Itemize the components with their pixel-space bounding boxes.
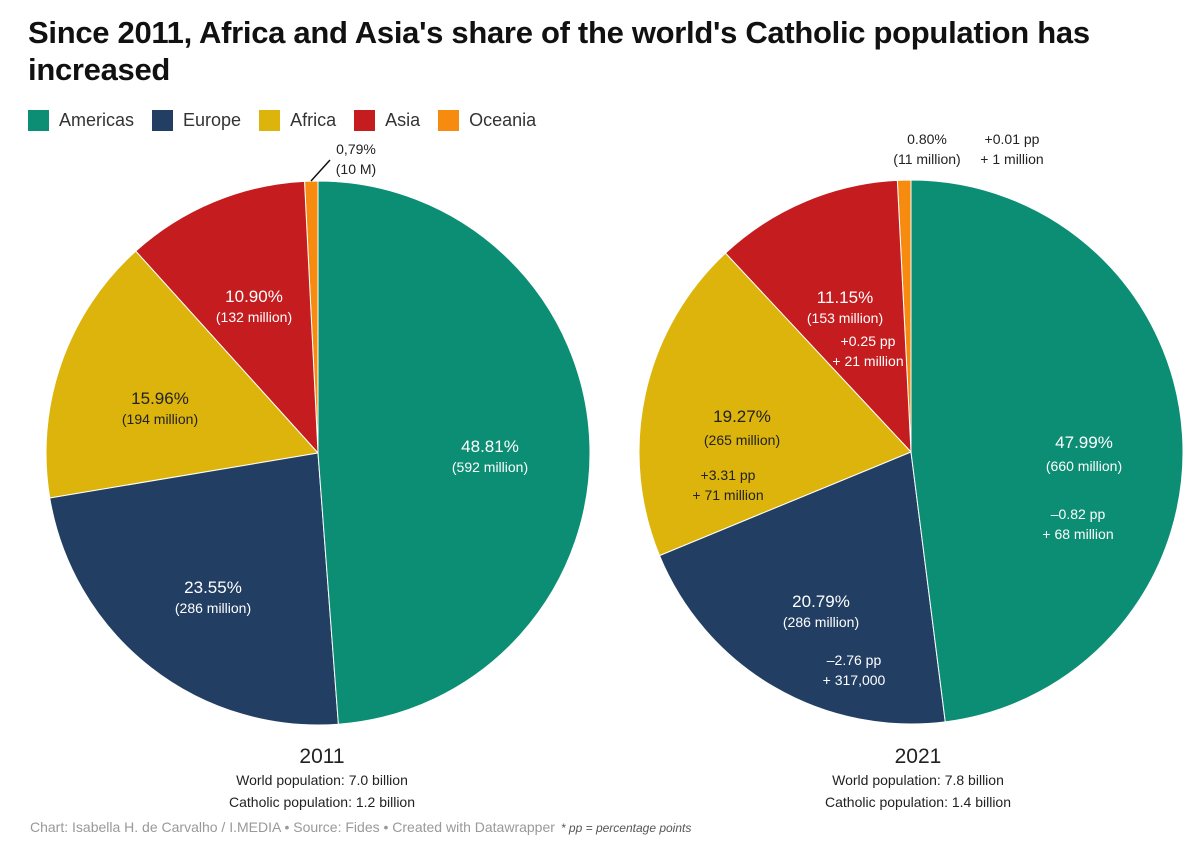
delta-abs: + 71 million (692, 487, 764, 503)
abs-label: (10 M) (335, 161, 377, 177)
footer-credit: Chart: Isabella H. de Carvalho / I.MEDIA… (30, 819, 555, 835)
legend-item-americas: Americas (28, 110, 134, 131)
caption-2021: 2021 World population: 7.8 billion Catholi… (825, 745, 1011, 813)
delta-2021-americas: –0.82 pp + 68 million (1042, 504, 1113, 544)
world-population: World population: 7.0 billion (236, 772, 408, 788)
delta-pp: –0.82 pp (1050, 506, 1106, 522)
legend-item-asia: Asia (354, 110, 420, 131)
pct-label: 0,79% (336, 141, 376, 157)
abs-label: (286 million) (782, 614, 860, 630)
legend-swatch (152, 110, 174, 131)
pct-label: 10.90% (225, 287, 283, 306)
delta-pp: +3.31 pp (700, 467, 756, 483)
pie-slice-2021-asia (724, 179, 912, 454)
footer-note: * pp = percentage points (560, 821, 692, 835)
label-2011-oceania: 0,79% (10 M) (336, 139, 376, 179)
legend-item-africa: Africa (259, 110, 336, 131)
delta-abs: + 21 million (832, 353, 904, 369)
pct-label: 23.55% (184, 578, 242, 597)
pct-label: 0.80% (907, 131, 947, 147)
label-2011-europe: 23.55% (286 million) (175, 577, 251, 617)
pie-slice-2021-americas (910, 179, 1184, 723)
label-2011-americas: 48.81% (592 million) (452, 436, 528, 476)
delta-abs: + 317,000 (822, 672, 886, 688)
footer: Chart: Isabella H. de Carvalho / I.MEDIA… (30, 819, 691, 835)
catholic-population: Catholic population: 1.4 billion (824, 794, 1012, 810)
delta-pp: +0.25 pp (840, 333, 896, 349)
abs-label: (153 million) (806, 310, 884, 326)
legend: Americas Europe Africa Asia Oceania (28, 110, 536, 131)
label-2021-asia: 11.15% (153 million) (807, 287, 883, 327)
year-label: 2021 (894, 745, 942, 768)
label-2021-americas: 47.99% (660 million) (1046, 432, 1122, 478)
delta-abs: + 68 million (1042, 526, 1114, 542)
legend-swatch (259, 110, 281, 131)
pie-slice-2011-asia (135, 180, 319, 455)
abs-label: (286 million) (174, 600, 252, 616)
abs-label: (132 million) (215, 309, 293, 325)
delta-2021-africa: +3.31 pp + 71 million (692, 465, 763, 505)
legend-label: Asia (385, 110, 421, 130)
world-population: World population: 7.8 billion (832, 772, 1004, 788)
oceania-leader-line (310, 159, 331, 182)
abs-label: (194 million) (121, 411, 199, 427)
delta-abs: + 1 million (980, 151, 1044, 167)
delta-2021-asia: +0.25 pp + 21 million (832, 331, 903, 371)
caption-2011: 2011 World population: 7.0 billion Catholi… (229, 745, 415, 813)
legend-item-oceania: Oceania (438, 110, 536, 131)
delta-2021-oceania: +0.01 pp + 1 million (980, 129, 1043, 169)
abs-label: (265 million) (703, 432, 781, 448)
pct-label: 20.79% (792, 592, 850, 611)
legend-swatch (354, 110, 376, 131)
label-2021-europe: 20.79% (286 million) (783, 591, 859, 631)
pie-slice-2011-africa (45, 250, 319, 499)
abs-label: (660 million) (1045, 458, 1123, 474)
delta-2021-europe: –2.76 pp + 317,000 (823, 650, 886, 690)
legend-label: Americas (59, 110, 135, 130)
legend-label: Europe (183, 110, 242, 130)
legend-label: Africa (290, 110, 337, 130)
pct-label: 48.81% (461, 437, 519, 456)
year-label: 2011 (299, 745, 345, 768)
pct-label: 15.96% (131, 389, 189, 408)
pie-slice-2011-americas (317, 180, 591, 725)
chart-title: Since 2011, Africa and Asia's share of t… (28, 15, 1090, 87)
legend-item-europe: Europe (152, 110, 241, 131)
legend-label: Oceania (469, 110, 537, 130)
pie-slice-2011-europe (49, 452, 339, 726)
pct-label: 19.27% (713, 407, 771, 426)
pie-slice-2021-europe (658, 451, 946, 725)
label-2011-africa: 15.96% (194 million) (122, 388, 198, 428)
legend-swatch (28, 110, 49, 131)
label-2021-africa: 19.27% (265 million) (704, 406, 780, 452)
label-2011-asia: 10.90% (132 million) (216, 286, 292, 326)
catholic-population: Catholic population: 1.2 billion (228, 794, 416, 810)
label-2021-oceania: 0.80% (11 million) (893, 129, 960, 169)
abs-label: (592 million) (451, 459, 529, 475)
delta-pp: –2.76 pp (826, 652, 882, 668)
abs-label: (11 million) (893, 151, 961, 167)
delta-pp: +0.01 pp (984, 131, 1040, 147)
pct-label: 47.99% (1055, 433, 1113, 452)
pct-label: 11.15% (816, 288, 874, 307)
legend-swatch (438, 110, 460, 131)
